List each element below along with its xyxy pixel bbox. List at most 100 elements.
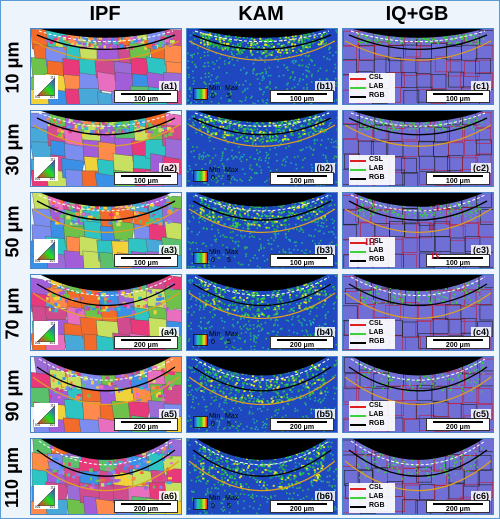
panel-iqgb-4: (c4) 200 μm CSL LAB RGB	[342, 274, 494, 351]
panel-kam-1: (b1) 100 μm Min Max 0 5	[186, 28, 338, 105]
panel-ipf-2: (a2) 100 μm 001 101 111	[30, 110, 182, 187]
ipf-triangle-corner-label: 111	[50, 403, 55, 407]
kam-legend-max-label: Max	[225, 249, 239, 256]
kam-map-image	[187, 357, 337, 432]
ipf-triangle-corner-label: 001	[35, 505, 41, 509]
panel-ipf-4: (a4) 200 μm 001 101 111	[30, 274, 182, 351]
kam-legend-min-label: Min	[209, 413, 221, 420]
row-depth-text: 70 μm	[2, 286, 23, 340]
ipf-triangle-key: 001 101 111	[34, 321, 58, 345]
gb-legend-label: LAB	[369, 329, 384, 336]
gb-legend-item: CSL	[350, 320, 395, 329]
kam-legend-max-value: 5	[227, 339, 231, 346]
panel-iqgb-2: (c2) 100 μm CSL LAB RGB	[342, 110, 494, 187]
ipf-triangle-key: 001 101 111	[34, 75, 58, 99]
ipf-triangle-corner-label: 111	[50, 75, 55, 79]
kam-legend: Min Max 0 5	[193, 249, 243, 267]
ipf-triangle-corner-label: 101	[49, 177, 55, 181]
row-label-depth: 110 μm	[0, 438, 26, 516]
row-depth-text: 90 μm	[2, 368, 23, 422]
gb-legend-swatch	[350, 87, 366, 89]
scale-bar-text: 200 μm	[289, 342, 315, 349]
kam-legend-max-value: 5	[227, 175, 231, 182]
gb-legend-label: LAB	[369, 165, 384, 172]
kam-legend-min-label: Min	[209, 167, 221, 174]
gb-legend-label: CSL	[369, 402, 383, 409]
panel-kam-4: (b4) 200 μm Min Max 0 5	[186, 274, 338, 351]
panel-iqgb-1: (c1) 100 μm CSL LAB RGB	[342, 28, 494, 105]
kam-legend-min-label: Min	[209, 331, 221, 338]
panel-label: (b5)	[314, 409, 335, 419]
column-header-ipf: IPF	[89, 2, 121, 25]
panel-kam-3: (b3) 100 μm Min Max 0 5	[186, 192, 338, 269]
kam-legend-min-value: 0	[211, 503, 215, 510]
gb-legend-label: LAB	[369, 493, 384, 500]
column-header-iqgb: IQ+GB	[385, 2, 449, 25]
scale-bar: 100 μm	[270, 90, 334, 103]
gb-legend-label: RGB	[369, 502, 385, 509]
ipf-map-image	[31, 275, 181, 350]
panel-kam-5: (b5) 200 μm Min Max 0 5	[186, 356, 338, 433]
scale-bar-text: 200 μm	[445, 342, 471, 349]
ipf-triangle-key: 001 101 111	[34, 403, 58, 427]
kam-legend: Min Max 0 5	[193, 413, 243, 431]
gb-legend-item: LAB	[350, 247, 395, 256]
gb-legend-item: RGB	[350, 92, 395, 101]
panel-label: (b2)	[314, 163, 335, 173]
scale-bar-text: 100 μm	[445, 260, 471, 267]
gb-legend-label: CSL	[369, 484, 383, 491]
gb-legend-item: RGB	[350, 502, 395, 511]
kam-legend-min-value: 0	[211, 421, 215, 428]
scale-bar-text: 100 μm	[133, 260, 159, 267]
kam-color-scale	[193, 170, 208, 182]
row-label-depth: 30 μm	[0, 110, 26, 188]
scale-bar-text: 100 μm	[133, 96, 159, 103]
grain-boundary-legend: CSL LAB RGB	[349, 237, 395, 267]
gb-legend-label: RGB	[369, 256, 385, 263]
panel-label: (b3)	[314, 245, 335, 255]
gb-legend-swatch	[350, 260, 366, 262]
scale-bar-text: 200 μm	[445, 424, 471, 431]
gb-legend-swatch	[350, 424, 366, 426]
ipf-triangle-corner-label: 101	[49, 423, 55, 427]
gb-legend-item: RGB	[350, 256, 395, 265]
gb-legend-swatch	[350, 497, 366, 499]
ipf-triangle-corner-label: 111	[50, 485, 55, 489]
column-header-kam: KAM	[238, 2, 284, 25]
gb-legend-item: LAB	[350, 329, 395, 338]
panel-label: (b1)	[314, 81, 335, 91]
gb-legend-item: RGB	[350, 338, 395, 347]
kam-legend-max-value: 5	[227, 503, 231, 510]
region-label: IV	[431, 251, 442, 261]
scale-bar: 200 μm	[270, 336, 334, 349]
kam-legend-max-value: 5	[227, 93, 231, 100]
kam-legend: Min Max 0 5	[193, 167, 243, 185]
kam-legend-min-label: Min	[209, 495, 221, 502]
panel-label: (c3)	[470, 245, 491, 255]
scale-bar: 200 μm	[426, 418, 490, 431]
grain-boundary-legend: CSL LAB RGB	[349, 155, 395, 185]
kam-legend-min-value: 0	[211, 339, 215, 346]
grain-boundary-legend: CSL LAB RGB	[349, 319, 395, 349]
kam-color-scale	[193, 416, 208, 428]
gb-legend-label: CSL	[369, 156, 383, 163]
gb-legend-label: LAB	[369, 83, 384, 90]
scale-bar: 200 μm	[270, 500, 334, 513]
scale-bar-text: 200 μm	[289, 424, 315, 431]
gb-legend-swatch	[350, 160, 366, 162]
panel-label: (c6)	[470, 491, 491, 501]
scale-bar: 200 μm	[426, 336, 490, 349]
gb-legend-swatch	[350, 78, 366, 80]
ipf-triangle-corner-label: 111	[50, 157, 55, 161]
gb-legend-swatch	[350, 488, 366, 490]
scale-bar: 200 μm	[114, 336, 178, 349]
ipf-triangle-corner-label: 101	[49, 341, 55, 345]
gb-legend-swatch	[350, 178, 366, 180]
kam-legend-min-value: 0	[211, 175, 215, 182]
ipf-triangle-corner-label: 001	[35, 177, 41, 181]
row-label-depth: 70 μm	[0, 274, 26, 352]
gb-legend-label: RGB	[369, 174, 385, 181]
kam-legend-min-value: 0	[211, 257, 215, 264]
kam-legend-max-label: Max	[225, 331, 239, 338]
kam-color-scale	[193, 498, 208, 510]
